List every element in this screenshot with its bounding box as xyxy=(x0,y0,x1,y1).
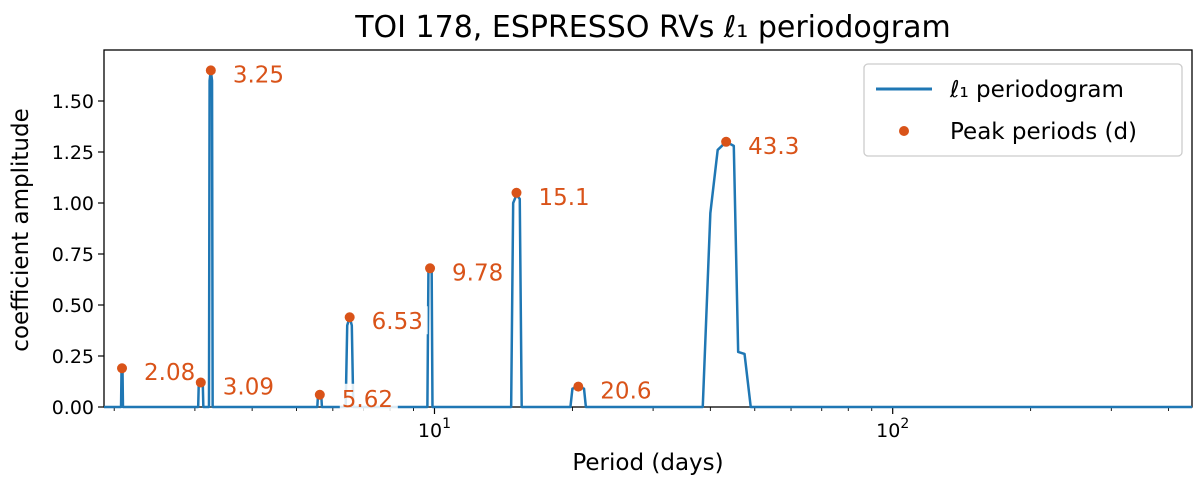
peak-label-box xyxy=(339,383,398,412)
peak-label-box xyxy=(746,130,805,159)
legend-frame xyxy=(863,63,1183,157)
y-tick-label: 1.00 xyxy=(52,193,94,215)
y-tick-label: 0.00 xyxy=(52,397,94,419)
chart-title: TOI 178, ESPRESSO RVs ℓ₁ periodogram xyxy=(354,10,951,45)
y-tick-label: 0.50 xyxy=(52,295,94,317)
peak-label: 20.6 xyxy=(600,379,651,405)
x-tick-label: 102 xyxy=(876,416,909,442)
peak-label-box xyxy=(369,306,428,335)
peak-label: 3.25 xyxy=(233,62,284,88)
y-tick-label: 1.25 xyxy=(52,142,94,164)
y-axis-label: coefficient amplitude xyxy=(8,108,34,351)
peak-marker xyxy=(205,65,216,76)
peak-label: 43.3 xyxy=(748,134,799,160)
peak-label-box xyxy=(536,181,595,210)
peak-marker xyxy=(721,136,732,147)
peak-marker xyxy=(117,363,128,374)
peak-label-box xyxy=(450,257,509,286)
peak-label: 3.09 xyxy=(223,375,274,401)
y-tick-label: 0.75 xyxy=(52,244,94,266)
x-tick-label: 101 xyxy=(418,416,451,442)
x-axis-label: Period (days) xyxy=(572,450,723,476)
peak-label-box xyxy=(598,375,657,404)
peak-marker xyxy=(314,389,325,400)
legend: ℓ₁ periodogram Peak periods (d) xyxy=(863,63,1183,157)
peak-label-box xyxy=(220,371,279,400)
series-line-0 xyxy=(104,69,1192,409)
peak-label-box xyxy=(230,59,289,88)
x-axis-ticks: 101 102 xyxy=(113,407,1170,442)
peak-label: 5.62 xyxy=(342,387,393,413)
peak-marker xyxy=(425,263,436,274)
y-axis-ticks: 0.00 0.25 0.50 0.75 1.00 1.25 1.50 xyxy=(52,91,104,419)
peak-label: 15.1 xyxy=(538,185,589,211)
legend-label-periodogram: ℓ₁ periodogram xyxy=(949,77,1124,103)
y-tick-label: 0.25 xyxy=(52,346,94,368)
peak-label: 2.08 xyxy=(144,360,195,386)
peak-label: 6.53 xyxy=(372,309,423,335)
peak-marker xyxy=(511,187,522,198)
legend-marker-swatch xyxy=(899,126,909,136)
peak-label: 9.78 xyxy=(452,260,503,286)
legend-label-peaks: Peak periods (d) xyxy=(950,119,1137,145)
series-layer xyxy=(104,69,1192,409)
peak-marker xyxy=(195,377,206,388)
peaks-layer: 2.08 3.09 3.25 5.62 6.53 9.78 15.1 20.6 43.3 xyxy=(117,59,805,413)
peak-label-box xyxy=(142,357,201,386)
y-tick-label: 1.50 xyxy=(52,91,94,113)
peak-marker xyxy=(573,381,584,392)
peak-marker xyxy=(344,312,355,323)
